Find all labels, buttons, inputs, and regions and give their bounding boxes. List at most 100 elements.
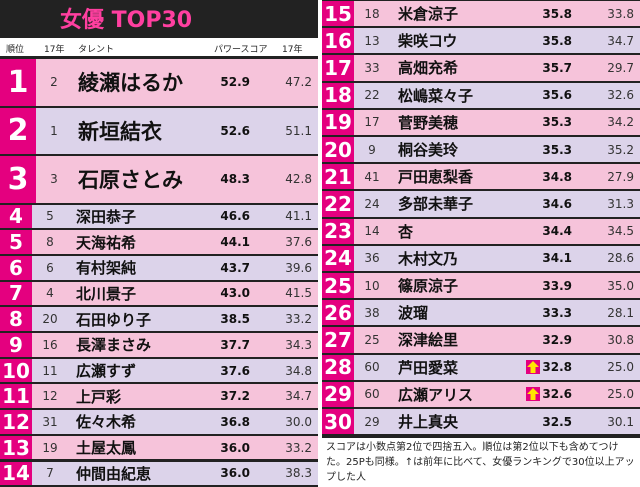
header-row: 順位 17年 タレント パワースコア 17年: [0, 38, 318, 56]
prev-rank: 60: [364, 387, 380, 402]
table-row: 1 2 綾瀬はるか 52.9 47.2: [0, 59, 318, 106]
prev-score: 47.2: [285, 75, 312, 90]
actress-name: 新垣結衣: [78, 119, 162, 144]
prev-score: 34.7: [285, 389, 312, 404]
arrow: [527, 388, 539, 401]
actress-name: 仲間由紀恵: [76, 464, 152, 483]
prev-rank: 10: [364, 278, 380, 293]
prev-rank: 9: [368, 142, 376, 157]
prev-score: 41.5: [285, 286, 312, 301]
prev-score: 34.3: [285, 337, 312, 352]
rank: 5: [0, 230, 32, 254]
prev-rank: 36: [364, 251, 380, 266]
table-row: 26 38 波瑠 33.3 28.1: [322, 300, 640, 326]
actress-name: 杏: [398, 222, 414, 241]
power-score: 38.5: [220, 312, 250, 327]
rank: 3: [0, 156, 36, 203]
table-row: 3 3 石原さとみ 48.3 42.8: [0, 156, 318, 203]
prev-score: 35.0: [607, 278, 634, 293]
actress-name: 石田ゆり子: [76, 310, 152, 329]
prev-rank: 6: [46, 260, 54, 275]
prev-score: 32.6: [607, 88, 634, 103]
table-row: 11 12 上戸彩 37.2 34.7: [0, 384, 318, 408]
actress-name: 高畑充希: [398, 59, 459, 78]
table-row: 6 6 有村架純 43.7 39.6: [0, 256, 318, 280]
prev-rank: 38: [364, 305, 380, 320]
col-header: 17年: [282, 45, 303, 55]
rank: 25: [322, 273, 354, 299]
actress-name: 米倉涼子: [398, 5, 459, 24]
actress-name: 北川景子: [76, 284, 137, 303]
table-row: 20 9 桐谷美玲 35.3 35.2: [322, 137, 640, 163]
power-score: 34.6: [542, 196, 572, 211]
prev-score: 41.1: [285, 209, 312, 224]
actress-name: 芦田愛菜: [398, 358, 459, 377]
rank: 29: [322, 381, 354, 407]
prev-score: 38.3: [285, 466, 312, 481]
table-row: 13 19 土屋太鳳 36.0 33.2: [0, 436, 318, 460]
power-score: 37.6: [220, 363, 250, 378]
prev-score: 27.9: [607, 169, 634, 184]
rank: 2: [0, 107, 36, 154]
prev-rank: 16: [42, 337, 58, 352]
actress-name: 石原さとみ: [78, 168, 183, 193]
power-score: 46.6: [220, 209, 250, 224]
actress-name: 土屋太鳳: [76, 439, 137, 458]
prev-score: 30.0: [285, 414, 312, 429]
rank: 30: [322, 409, 354, 435]
prev-rank: 20: [42, 312, 58, 327]
power-score: 43.0: [220, 286, 250, 301]
actress-name: 菅野美穂: [398, 113, 459, 132]
rank: 21: [322, 164, 354, 190]
rank: 8: [0, 307, 32, 331]
prev-rank: 33: [364, 60, 380, 75]
prev-score: 51.1: [285, 123, 312, 138]
actress-name: 深津絵里: [398, 331, 459, 350]
rank: 4: [0, 204, 32, 228]
prev-rank: 14: [364, 224, 380, 239]
prev-rank: 1: [50, 123, 58, 138]
actress-name: 多部未華子: [398, 195, 474, 214]
actress-name: 広瀬アリス: [398, 385, 474, 404]
rank: 6: [0, 256, 32, 280]
rank: 18: [322, 82, 354, 108]
prev-score: 39.6: [285, 260, 312, 275]
arrow: [527, 361, 539, 374]
power-score: 36.0: [220, 440, 250, 455]
actress-name: 綾瀬はるか: [78, 71, 183, 96]
prev-rank: 12: [42, 389, 58, 404]
power-score: 37.7: [220, 337, 250, 352]
table-row: 5 8 天海祐希 44.1 37.6: [0, 230, 318, 254]
prev-score: 42.8: [285, 172, 312, 187]
prev-rank: 41: [364, 169, 380, 184]
col-header: タレント: [78, 45, 115, 55]
actress-name: 長澤まさみ: [76, 336, 152, 355]
prev-rank: 11: [42, 363, 58, 378]
power-score: 33.3: [542, 305, 572, 320]
rank: 15: [322, 1, 354, 27]
actress-name: 佐々木希: [76, 413, 137, 432]
prev-score: 31.3: [607, 196, 634, 211]
table-row: 16 13 柴咲コウ 35.8 34.7: [322, 28, 640, 54]
table-row: 27 25 深津絵里 32.9 30.8: [322, 327, 640, 353]
actress-name: 有村架純: [76, 259, 137, 278]
rank: 23: [322, 218, 354, 244]
actress-name: 篠原涼子: [398, 277, 459, 296]
rank: 17: [322, 55, 354, 81]
table-row: 14 7 仲間由紀恵 36.0 38.3: [0, 461, 318, 485]
power-score: 44.1: [220, 235, 250, 250]
rank: 22: [322, 191, 354, 217]
table-row: 17 33 高畑充希 35.7 29.7: [322, 55, 640, 81]
table-row: 22 24 多部未華子 34.6 31.3: [322, 191, 640, 217]
col-header: パワースコア: [214, 45, 268, 55]
table-row: 2 1 新垣結衣 52.6 51.1: [0, 107, 318, 154]
actress-name: 天海祐希: [76, 233, 137, 252]
table-row: 12 31 佐々木希 36.8 30.0: [0, 410, 318, 434]
prev-rank: 18: [364, 6, 380, 21]
rank: 20: [322, 137, 354, 163]
rank: 16: [322, 28, 354, 54]
table-row: 30 29 井上真央 32.5 30.1: [322, 409, 640, 435]
rank: 11: [0, 384, 32, 408]
rank: 28: [322, 354, 354, 380]
power-score: 34.4: [542, 224, 572, 239]
